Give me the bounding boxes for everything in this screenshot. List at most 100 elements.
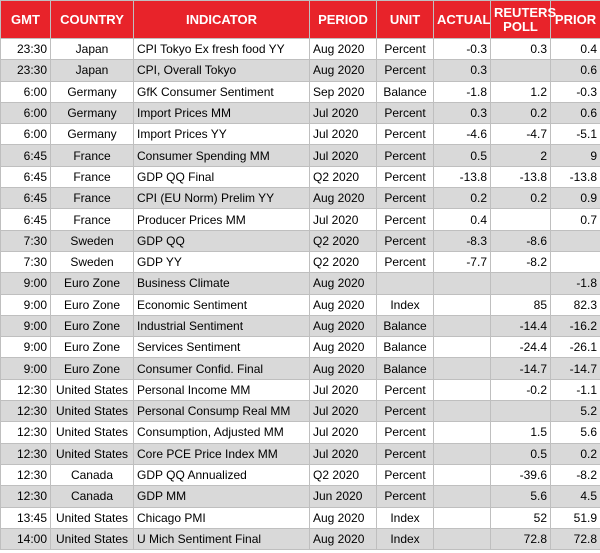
table-cell: GfK Consumer Sentiment xyxy=(133,80,310,103)
table-cell: Percent xyxy=(376,421,434,444)
table-cell: 9:00 xyxy=(0,314,51,338)
table-cell: Aug 2020 xyxy=(309,37,377,61)
table-row: 23:30 Japan CPI, Overall Tokyo Aug 2020 Perc… xyxy=(0,59,600,82)
table-cell: Percent xyxy=(376,123,434,146)
table-row: 12:30 United States Personal Income MM Jul … xyxy=(0,378,600,402)
table-cell: Import Prices YY xyxy=(133,123,310,146)
table-cell: Percent xyxy=(376,229,434,252)
table-cell xyxy=(550,250,600,274)
table-cell: Euro Zone xyxy=(50,272,134,295)
table-cell: 82.3 xyxy=(550,293,600,316)
table-cell: 52 xyxy=(490,506,551,529)
table-row: 9:00 Euro Zone Industrial Sentiment Aug 202… xyxy=(0,314,600,338)
table-cell: -1.8 xyxy=(550,272,600,295)
table-cell: United States xyxy=(50,506,134,529)
table-cell: 14:00 xyxy=(0,527,51,551)
table-cell: 5.6 xyxy=(490,485,551,508)
table-cell: Import Prices MM xyxy=(133,101,310,125)
table-cell: Percent xyxy=(376,378,434,402)
table-cell: United States xyxy=(50,378,134,402)
table-cell: 9:00 xyxy=(0,293,51,316)
table-cell: -13.8 xyxy=(550,165,600,189)
table-cell: Percent xyxy=(376,144,434,167)
table-cell: GDP QQ Annualized xyxy=(133,463,310,487)
table-cell: 12:30 xyxy=(0,400,51,423)
table-cell: Aug 2020 xyxy=(309,527,377,551)
column-header: GMT xyxy=(0,0,51,39)
column-header: UNIT xyxy=(376,0,434,39)
table-cell: France xyxy=(50,187,134,210)
table-cell: 9 xyxy=(550,144,600,167)
table-cell: France xyxy=(50,208,134,231)
table-cell: Euro Zone xyxy=(50,293,134,316)
table-cell: 0.4 xyxy=(550,37,600,61)
table-row: 6:00 Germany Import Prices YY Jul 2020 Perce… xyxy=(0,123,600,146)
table-cell: Consumer Spending MM xyxy=(133,144,310,167)
table-cell: Core PCE Price Index MM xyxy=(133,442,310,465)
table-cell: Euro Zone xyxy=(50,314,134,338)
table-cell: Canada xyxy=(50,463,134,487)
table-cell: 0.7 xyxy=(550,208,600,231)
table-cell: Industrial Sentiment xyxy=(133,314,310,338)
table-cell: 85 xyxy=(490,293,551,316)
table-cell: Balance xyxy=(376,314,434,338)
table-cell xyxy=(490,400,551,423)
table-cell: CPI (EU Norm) Prelim YY xyxy=(133,187,310,210)
table-cell: France xyxy=(50,144,134,167)
table-body: 23:30 Japan CPI Tokyo Ex fresh food YY Aug … xyxy=(0,37,600,551)
table-cell: 6:00 xyxy=(0,101,51,125)
table-cell: Jul 2020 xyxy=(309,144,377,167)
table-cell: -8.6 xyxy=(490,229,551,252)
table-cell: 0.2 xyxy=(490,101,551,125)
table-cell xyxy=(376,272,434,295)
table-cell: United States xyxy=(50,421,134,444)
column-header: PERIOD xyxy=(309,0,377,39)
table-row: 6:45 France Producer Prices MM Jul 2020 Perc… xyxy=(0,208,600,231)
table-cell: United States xyxy=(50,442,134,465)
table-cell: 7:30 xyxy=(0,250,51,274)
table-cell: Jul 2020 xyxy=(309,101,377,125)
table-cell: -8.2 xyxy=(490,250,551,274)
table-cell: -8.3 xyxy=(433,229,491,252)
table-row: 7:30 Sweden GDP QQ Q2 2020 Percent -8.3 -8.6 xyxy=(0,229,600,252)
table-cell: Balance xyxy=(376,336,434,359)
table-cell: Japan xyxy=(50,59,134,82)
table-cell: -14.7 xyxy=(490,357,551,380)
table-cell: 4.5 xyxy=(550,485,600,508)
table-cell xyxy=(433,506,491,529)
table-cell: Percent xyxy=(376,485,434,508)
table-cell: Economic Sentiment xyxy=(133,293,310,316)
table-row: 12:30 Canada GDP QQ Annualized Q2 2020 Perce… xyxy=(0,463,600,487)
column-header: ACTUAL xyxy=(433,0,491,39)
table-cell xyxy=(433,314,491,338)
table-cell: 0.6 xyxy=(550,101,600,125)
table-row: 7:30 Sweden GDP YY Q2 2020 Percent -7.7 -8.2 xyxy=(0,250,600,274)
table-cell: Services Sentiment xyxy=(133,336,310,359)
table-cell: 7:30 xyxy=(0,229,51,252)
table-cell: Euro Zone xyxy=(50,336,134,359)
table-cell: 6:45 xyxy=(0,208,51,231)
table-cell: -1.8 xyxy=(433,80,491,103)
table-cell: -0.3 xyxy=(433,37,491,61)
table-row: 13:45 United States Chicago PMI Aug 2020 Ind… xyxy=(0,506,600,529)
table-cell: Percent xyxy=(376,59,434,82)
table-cell: Sep 2020 xyxy=(309,80,377,103)
table-cell: Jul 2020 xyxy=(309,208,377,231)
table-cell: Jul 2020 xyxy=(309,442,377,465)
table-cell: 6:45 xyxy=(0,187,51,210)
table-cell xyxy=(433,378,491,402)
table-cell: 12:30 xyxy=(0,485,51,508)
table-cell: 72.8 xyxy=(550,527,600,551)
table-cell: -39.6 xyxy=(490,463,551,487)
table-cell: United States xyxy=(50,400,134,423)
table-cell: 9:00 xyxy=(0,272,51,295)
table-cell: Jul 2020 xyxy=(309,123,377,146)
table-cell xyxy=(433,485,491,508)
table-cell: 23:30 xyxy=(0,37,51,61)
table-cell: -4.7 xyxy=(490,123,551,146)
table-row: 12:30 Canada GDP MM Jun 2020 Percent 5.6 4.5 xyxy=(0,485,600,508)
table-cell: Percent xyxy=(376,165,434,189)
table-cell: Percent xyxy=(376,101,434,125)
table-cell: 6:45 xyxy=(0,165,51,189)
